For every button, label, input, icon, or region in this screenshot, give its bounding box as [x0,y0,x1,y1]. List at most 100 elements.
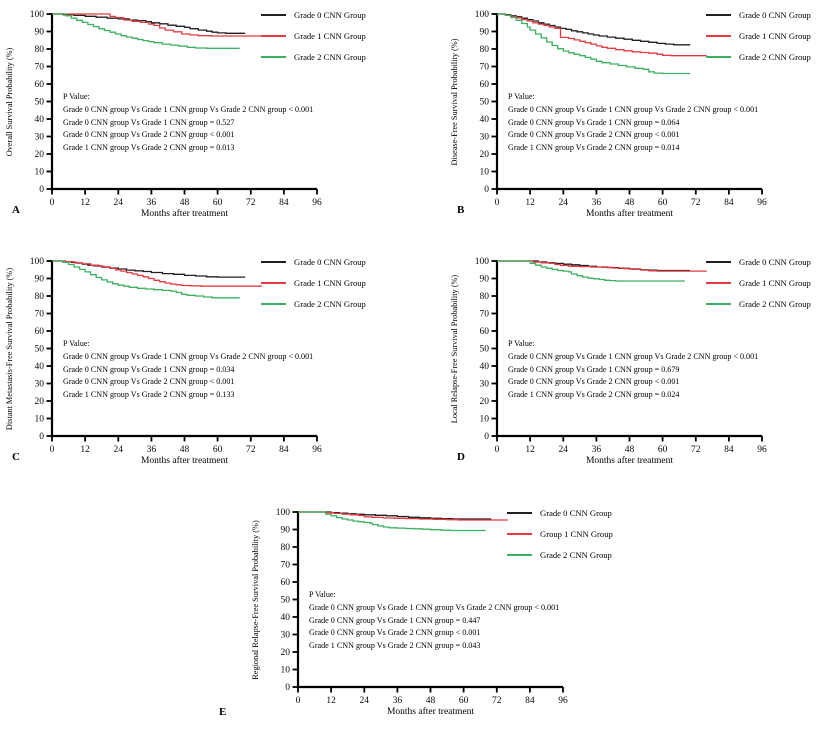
pvalue-header: P Value: [508,339,535,348]
x-tick-label: 60 [658,445,668,455]
curve-series-0 [497,260,691,272]
y-tick-label: 10 [35,168,45,178]
y-tick-label: 40 [281,613,291,623]
x-tick-label: 48 [625,445,635,455]
y-tick-label: 20 [35,397,45,407]
legend-item: Grade 2 CNN Group [261,298,366,310]
y-tick-label: 80 [35,292,45,302]
y-tick-label: 70 [35,63,45,73]
x-tick-label: 96 [757,198,767,208]
y-tick-label: 20 [281,648,291,658]
panel-b: 0 10 20 30 40 50 60 70 80 90 100 0 12 24 36 48 60 72 84 96 … [445,0,830,245]
curve-series-0 [497,13,691,46]
x-axis-title: Months after treatment [140,456,229,466]
legend-line-sample [261,261,286,263]
y-tick-label: 0 [39,432,44,442]
x-tick-label: 60 [459,696,469,706]
y-tick-label: 100 [30,257,45,267]
legend-line-sample [507,533,532,535]
x-tick-label: 24 [559,445,569,455]
panel-letter: D [457,451,465,463]
legend-line-sample [261,282,286,284]
km-plot-c: 0 10 20 30 40 50 60 70 80 90 100 0 12 24 36 48 60 72 84 96 [30,257,322,455]
y-tick-label: 30 [480,380,490,390]
legend-item: Grade 2 CNN Group [706,298,811,310]
legend-label: Grade 1 CNN Group [739,31,811,41]
curve-series-2 [497,13,691,75]
legend-item: Grade 0 CNN Group [706,9,811,21]
legend-item: Grade 2 CNN Group [261,51,366,63]
x-tick-label: 36 [592,445,602,455]
legend-line-sample [706,56,731,58]
y-tick-label: 10 [35,415,45,425]
y-axis-title: Overall Survival Probability (%) [5,47,14,157]
x-tick-label: 12 [80,198,90,208]
y-tick-label: 70 [480,310,490,320]
pvalue-line: Grade 0 CNN group Vs Grade 1 CNN group V… [63,104,314,114]
y-tick-label: 20 [480,397,490,407]
x-tick-label: 0 [495,445,500,455]
y-tick-label: 100 [475,257,490,267]
legend-label: Grade 0 CNN Group [540,508,612,518]
x-axis-title: Months after treatment [585,456,674,466]
pvalue-line: Grade 0 CNN group Vs Grade 2 CNN group <… [508,377,680,387]
panel-letter: C [12,451,20,463]
x-tick-label: 0 [296,696,301,706]
y-tick-label: 90 [480,28,490,38]
pvalue-line: Grade 1 CNN group Vs Grade 2 CNN group =… [508,143,680,153]
y-tick-label: 50 [281,596,291,606]
pvalue-header: P Value: [508,92,535,101]
y-tick-label: 10 [480,415,490,425]
pvalue-line: Grade 0 CNN group Vs Grade 1 CNN group V… [63,351,314,361]
pvalue-line: Grade 0 CNN group Vs Grade 2 CNN group <… [309,628,481,638]
legend: Grade 0 CNN Group Grade 1 CNN Group Grad… [706,256,811,319]
legend-line-sample [706,303,731,305]
curve-series-2 [52,260,240,299]
y-tick-label: 90 [480,275,490,285]
x-tick-label: 48 [625,198,635,208]
legend-item: Grade 1 CNN Group [706,277,811,289]
pvalue-line: Grade 1 CNN group Vs Grade 2 CNN group =… [309,641,481,651]
y-tick-label: 40 [35,115,45,125]
x-tick-label: 24 [114,445,124,455]
x-tick-label: 48 [180,445,190,455]
x-tick-label: 72 [691,198,701,208]
y-tick-label: 50 [35,98,45,108]
pvalue-block: P Value: Grade 0 CNN group Vs Grade 1 CN… [508,338,758,402]
km-plot-b: 0 10 20 30 40 50 60 70 80 90 100 0 12 24 36 48 60 72 84 96 [475,10,767,208]
y-tick-label: 60 [35,80,45,90]
x-tick-label: 96 [757,445,767,455]
pvalue-line: Grade 0 CNN group Vs Grade 1 CNN group =… [508,117,680,127]
pvalue-line: Grade 0 CNN group Vs Grade 1 CNN group V… [508,351,759,361]
x-tick-label: 48 [180,198,190,208]
km-plot-d: 0 10 20 30 40 50 60 70 80 90 100 0 12 24 36 48 60 72 84 96 [475,257,767,455]
panel-letter: A [12,204,20,216]
legend-item: Grade 1 CNN Group [261,30,366,42]
legend-label: Grade 2 CNN Group [294,52,366,62]
curve-series-1 [497,13,707,57]
x-tick-label: 84 [724,198,734,208]
legend-item: Grade 2 CNN Group [507,549,613,561]
y-tick-label: 0 [39,185,44,195]
km-plot-e: 0 10 20 30 40 50 60 70 80 90 100 0 12 24 36 48 60 72 84 96 [276,508,568,706]
legend-item: Grade 0 CNN Group [261,256,366,268]
x-tick-label: 12 [80,445,90,455]
pvalue-line: Grade 1 CNN group Vs Grade 2 CNN group =… [63,143,235,153]
y-tick-label: 70 [281,561,291,571]
y-tick-label: 100 [276,508,291,518]
y-tick-label: 60 [480,327,490,337]
y-axis-title: Regional Relapse-Free Survival Probabili… [251,520,260,680]
x-tick-label: 60 [213,198,223,208]
curve-series-1 [298,511,508,521]
pvalue-header: P Value: [63,339,90,348]
x-tick-label: 24 [114,198,124,208]
y-tick-label: 50 [480,345,490,355]
pvalue-header: P Value: [309,590,336,599]
x-tick-label: 84 [279,198,289,208]
legend-label: Grade 0 CNN Group [294,10,366,20]
pvalue-line: Grade 0 CNN group Vs Grade 1 CNN group =… [63,364,235,374]
pvalue-line: Grade 1 CNN group Vs Grade 2 CNN group =… [63,390,235,400]
legend: Grade 0 CNN Group Group 1 CNN Group Grad… [507,507,613,570]
curve-series-1 [52,13,262,37]
x-tick-label: 24 [360,696,370,706]
